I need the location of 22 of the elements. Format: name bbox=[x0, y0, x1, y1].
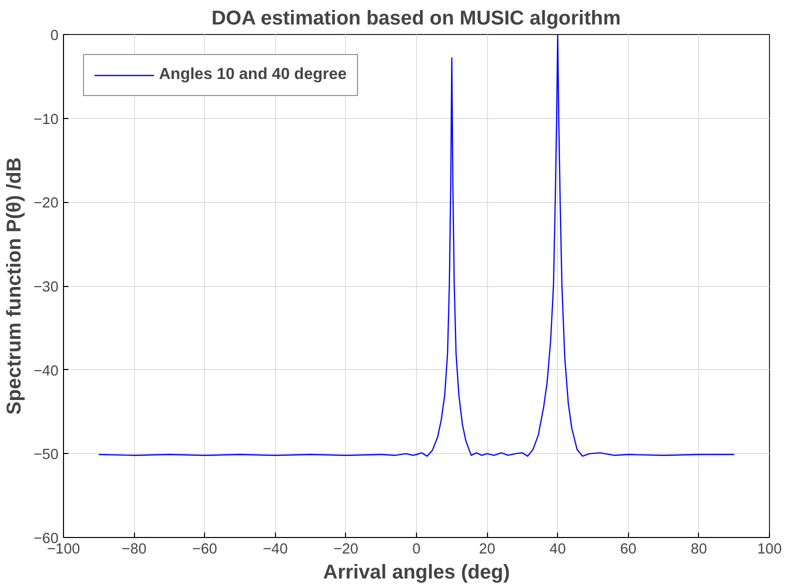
x-tick-label: 20 bbox=[478, 542, 496, 558]
x-tick-label: −60 bbox=[192, 542, 218, 558]
y-axis-title: Spectrum function P(θ) /dB bbox=[4, 157, 26, 415]
line-series bbox=[98, 34, 735, 457]
x-axis-title: Arrival angles (deg) bbox=[323, 562, 510, 584]
chart-title: DOA estimation based on MUSIC algorithm bbox=[211, 8, 621, 30]
y-tick-label: 0 bbox=[50, 28, 59, 44]
y-tick-label: −40 bbox=[34, 363, 59, 380]
x-tick-label: 80 bbox=[690, 542, 708, 558]
y-tick-label: −20 bbox=[34, 196, 59, 212]
x-tick-label: −40 bbox=[262, 542, 288, 558]
x-tick-label: −20 bbox=[333, 542, 358, 558]
legend-label: Angles 10 and 40 degree bbox=[159, 66, 347, 84]
y-tick-label: −50 bbox=[34, 447, 59, 464]
x-tick-label: 40 bbox=[550, 542, 566, 558]
y-tick-label: −30 bbox=[34, 280, 59, 296]
x-tick-label: −80 bbox=[122, 542, 147, 558]
x-tick-label: 60 bbox=[620, 542, 636, 558]
x-tick-label: −100 bbox=[46, 542, 80, 558]
x-tick-label: 100 bbox=[757, 542, 782, 558]
y-tick-label: −10 bbox=[34, 112, 59, 128]
x-tick-label: 0 bbox=[412, 542, 421, 558]
